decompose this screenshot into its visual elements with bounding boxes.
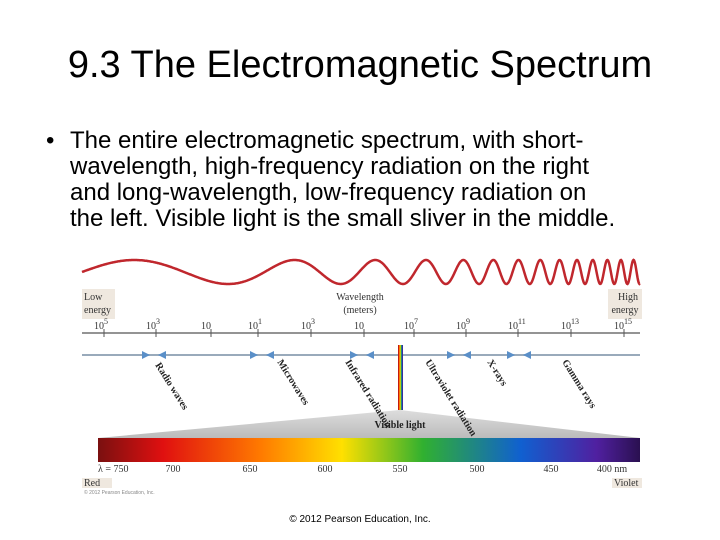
tick-base: 10 bbox=[456, 321, 466, 332]
tick-base: 10 bbox=[354, 321, 364, 332]
bullet-dot: • bbox=[46, 127, 55, 154]
tick-label: 10 bbox=[354, 321, 364, 332]
high-energy: High bbox=[618, 292, 638, 303]
tick-exp: 5 bbox=[104, 317, 108, 326]
axis-title: (meters) bbox=[343, 305, 376, 316]
tick-label: 105 bbox=[94, 317, 108, 332]
wavelength-label: 400 nm bbox=[597, 464, 628, 475]
tick-base: 10 bbox=[201, 321, 211, 332]
fan bbox=[98, 410, 640, 438]
bullet-line: the left. Visible light is the small sli… bbox=[70, 205, 616, 232]
arrow-head bbox=[523, 351, 531, 359]
slide-title: 9.3 The Electromagnetic Spectrum bbox=[67, 44, 653, 86]
bullet-line: wavelength, high-frequency radiation on … bbox=[70, 153, 589, 180]
tick-exp: 13 bbox=[571, 317, 579, 326]
tick-exp: 15 bbox=[624, 317, 632, 326]
footer: © 2012 Pearson Education, Inc. bbox=[289, 514, 431, 525]
tick-label: 103 bbox=[146, 317, 160, 332]
arrow-head bbox=[266, 351, 274, 359]
tick-label: 103 bbox=[301, 317, 315, 332]
tick-base: 10 bbox=[508, 321, 518, 332]
arrow-head bbox=[158, 351, 166, 359]
violet-label: Violet bbox=[614, 478, 639, 489]
wavelength-label: 450 bbox=[544, 464, 559, 475]
wave bbox=[81, 258, 641, 286]
tick-base: 10 bbox=[94, 321, 104, 332]
region-label: Radio waves bbox=[152, 361, 190, 412]
tick-exp: 7 bbox=[414, 317, 418, 326]
label-box bbox=[608, 289, 642, 319]
tick-label: 101 bbox=[248, 317, 262, 332]
high-energy: energy bbox=[611, 305, 638, 316]
low-energy: Low bbox=[84, 292, 103, 303]
tick-label: 107 bbox=[404, 317, 418, 332]
red-label: Red bbox=[84, 478, 100, 489]
bullet-line: and long-wavelength, low-frequency radia… bbox=[70, 179, 587, 206]
arrow-head bbox=[507, 351, 515, 359]
arrow-head bbox=[350, 351, 358, 359]
figure-credit: © 2012 Pearson Education, Inc. bbox=[84, 489, 155, 496]
tick-label: 109 bbox=[456, 317, 470, 332]
tick-label: 1011 bbox=[508, 317, 526, 332]
visible-spectrum bbox=[98, 438, 640, 462]
label-box bbox=[82, 289, 115, 319]
low-energy: energy bbox=[84, 305, 111, 316]
tick-exp: 11 bbox=[518, 317, 526, 326]
tick-exp: 3 bbox=[156, 317, 160, 326]
tick-exp: 1 bbox=[258, 317, 262, 326]
tick-label: 10 bbox=[201, 321, 211, 332]
tick-label: 1013 bbox=[561, 317, 579, 332]
region-label: Gamma rays bbox=[559, 358, 598, 411]
tick-base: 10 bbox=[561, 321, 571, 332]
arrow-head bbox=[142, 351, 150, 359]
arrow-head bbox=[250, 351, 258, 359]
arrow-head bbox=[463, 351, 471, 359]
label-box bbox=[82, 478, 112, 488]
arrow-head bbox=[447, 351, 455, 359]
tick-exp: 9 bbox=[466, 317, 470, 326]
axis-title: Wavelength bbox=[336, 292, 384, 303]
visible-sliver bbox=[398, 345, 403, 410]
arrow-head bbox=[366, 351, 374, 359]
wavelength-label: 500 bbox=[470, 464, 485, 475]
visible-label: Visible light bbox=[374, 420, 426, 431]
wavelength-label: 550 bbox=[393, 464, 408, 475]
tick-base: 10 bbox=[404, 321, 414, 332]
label-box bbox=[612, 478, 642, 488]
wavelength-label: λ = 750 bbox=[98, 464, 129, 475]
tick-base: 10 bbox=[146, 321, 156, 332]
wavelength-label: 600 bbox=[318, 464, 333, 475]
wavelength-label: 650 bbox=[243, 464, 258, 475]
tick-exp: 3 bbox=[311, 317, 315, 326]
region-label: Microwaves bbox=[274, 358, 311, 408]
bullet: • The entire electromagnetic spectrum, w… bbox=[46, 128, 615, 232]
region-label: X-rays bbox=[484, 358, 509, 388]
tick-base: 10 bbox=[301, 321, 311, 332]
wavelength-label: 700 bbox=[166, 464, 181, 475]
bullet-line: The entire electromagnetic spectrum, wit… bbox=[70, 127, 584, 154]
tick-base: 10 bbox=[248, 321, 258, 332]
tick-base: 10 bbox=[614, 321, 624, 332]
tick-label: 1015 bbox=[614, 317, 632, 332]
